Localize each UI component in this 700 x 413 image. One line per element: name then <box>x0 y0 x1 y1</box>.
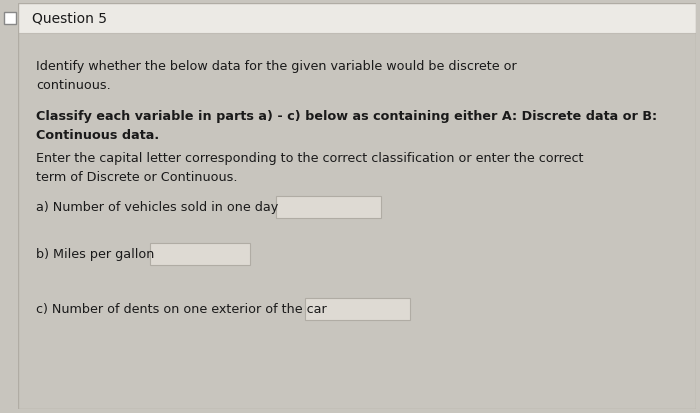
Text: c) Number of dents on one exterior of the car: c) Number of dents on one exterior of th… <box>36 303 327 316</box>
FancyBboxPatch shape <box>150 243 250 266</box>
Text: Classify each variable in parts a) - c) below as containing either A: Discrete d: Classify each variable in parts a) - c) … <box>36 110 657 142</box>
Text: Identify whether the below data for the given variable would be discrete or
cont: Identify whether the below data for the … <box>36 60 517 92</box>
FancyBboxPatch shape <box>4 13 16 25</box>
FancyBboxPatch shape <box>305 298 410 320</box>
FancyBboxPatch shape <box>18 4 696 34</box>
FancyBboxPatch shape <box>276 197 381 218</box>
Text: Enter the capital letter corresponding to the correct classification or enter th: Enter the capital letter corresponding t… <box>36 152 584 183</box>
Text: Question 5: Question 5 <box>32 12 107 26</box>
Text: b) Miles per gallon: b) Miles per gallon <box>36 248 155 261</box>
Text: a) Number of vehicles sold in one day: a) Number of vehicles sold in one day <box>36 201 279 214</box>
